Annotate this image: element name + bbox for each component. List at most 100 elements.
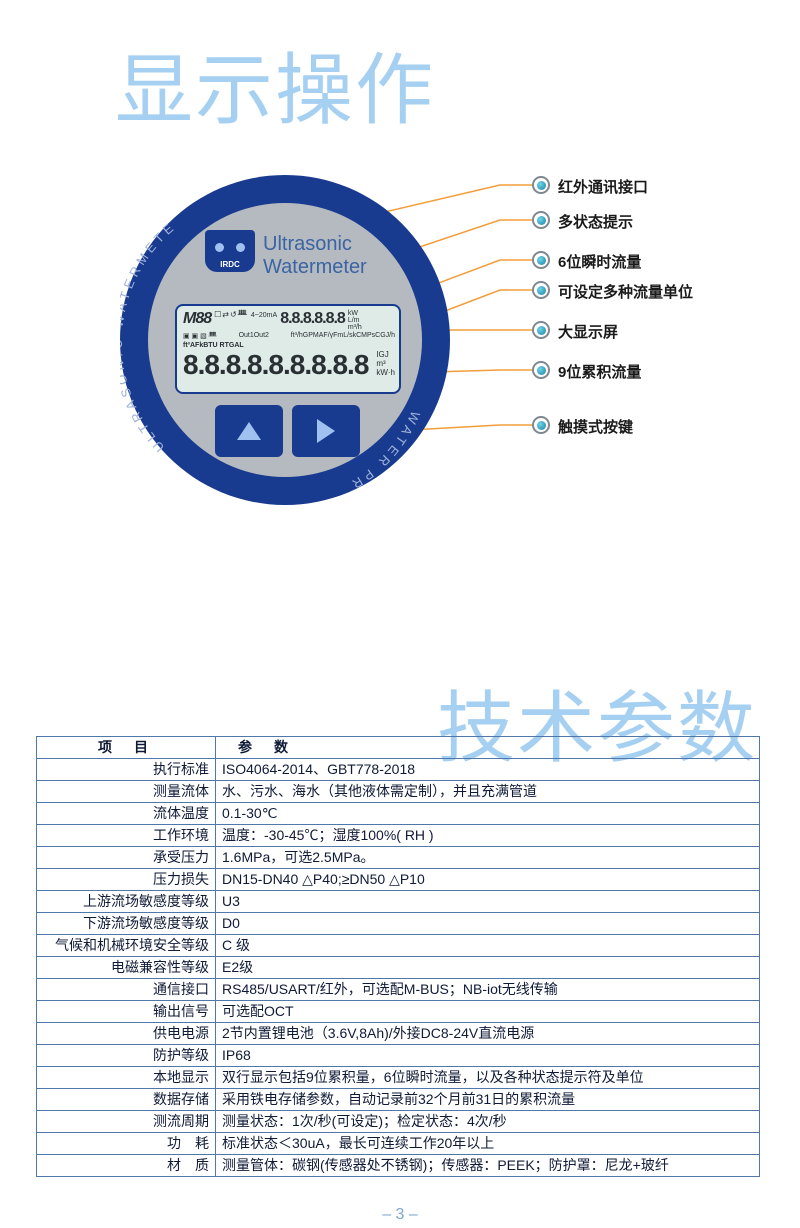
spec-value: 采用铁电存储参数，自动记录前32个月前31日的累积流量 [216,1089,760,1111]
spec-name: 流体温度 [37,803,216,825]
spec-value: RS485/USART/红外，可选配M-BUS；NB-iot无线传输 [216,979,760,1001]
callout-dot-screen [532,321,550,339]
spec-name: 功 耗 [37,1133,216,1155]
ir-port: IRDC [205,230,255,272]
table-row: 流体温度0.1-30℃ [37,803,760,825]
lcd-unit-row2: ft³AFkBTU RTGAL [183,342,395,349]
table-row: 防护等级IP68 [37,1045,760,1067]
table-row: 承受压力1.6MPa，可选2.5MPa。 [37,847,760,869]
callout-label-units: 可设定多种流量单位 [558,281,693,302]
lcd-4-20ma: 4~20mA [251,312,277,319]
triangle-right-icon [317,419,335,443]
lcd-unit-set: ft³/hGPMAF/γFmL/skCMPsCGJ/h [291,332,395,340]
spec-table: 项目 参数 执行标准ISO4064-2014、GBT778-2018测量流体水、… [36,736,760,1177]
spec-value: ISO4064-2014、GBT778-2018 [216,759,760,781]
table-row: 气候和机械环境安全等级C 级 [37,935,760,957]
meter-diagram: ULTRASONIC WATERMETER WATER PROOF IRDC U… [120,175,780,575]
up-button[interactable] [215,405,283,457]
ir-led-right [236,243,245,252]
spec-body: 执行标准ISO4064-2014、GBT778-2018测量流体水、污水、海水（… [37,759,760,1177]
callout-label-button: 触摸式按键 [558,416,633,437]
callout-label-9digit: 9位累积流量 [558,361,641,382]
spec-value: 测量管体：碳钢(传感器处不锈钢)；传感器：PEEK；防护罩：尼龙+玻纤 [216,1155,760,1177]
table-row: 工作环境温度：-30-45℃；湿度100%( RH ) [37,825,760,847]
lcd-out-labels: Out1Out2 [239,332,269,340]
spec-name: 通信接口 [37,979,216,1001]
spec-value: 2节内置锂电池（3.6V,8Ah)/外接DC8-24V直流电源 [216,1023,760,1045]
spec-value: 温度：-30-45℃；湿度100%( RH ) [216,825,760,847]
callout-dot-status [532,211,550,229]
lcd-6-digit: 8.8.8.8.8.8 [280,310,345,328]
spec-value: 标准状态＜30uA，最长可连续工作20年以上 [216,1133,760,1155]
spec-value: C 级 [216,935,760,957]
callout-dot-ir [532,176,550,194]
spec-header-row: 项目 参数 [37,737,760,759]
spec-name: 压力损失 [37,869,216,891]
table-row: 数据存储采用铁电存储参数，自动记录前32个月前31日的累积流量 [37,1089,760,1111]
spec-value: 水、污水、海水（其他液体需定制），并且充满管道 [216,781,760,803]
lcd-alarm-icons: ▣ ▣ ▧ ᚙ [183,332,217,340]
spec-name: 下游流场敏感度等级 [37,913,216,935]
spec-name: 上游流场敏感度等级 [37,891,216,913]
table-row: 测量流体水、污水、海水（其他液体需定制），并且充满管道 [37,781,760,803]
spec-header-value: 参数 [216,737,760,759]
table-row: 测流周期测量状态：1次/秒(可设定)；检定状态：4次/秒 [37,1111,760,1133]
spec-name: 本地显示 [37,1067,216,1089]
next-button[interactable] [292,405,360,457]
table-row: 输出信号可选配OCT [37,1001,760,1023]
spec-value: 0.1-30℃ [216,803,760,825]
spec-name: 材 质 [37,1155,216,1177]
spec-name: 电磁兼容性等级 [37,957,216,979]
spec-name: 气候和机械环境安全等级 [37,935,216,957]
lcd-m88: M88 [183,310,211,328]
spec-name: 供电电源 [37,1023,216,1045]
spec-name: 执行标准 [37,759,216,781]
spec-value: 可选配OCT [216,1001,760,1023]
meter-title: Ultrasonic Watermeter [263,233,403,279]
table-row: 压力损失DN15-DN40 △P40;≥DN50 △P10 [37,869,760,891]
ir-label: IRDC [205,260,255,269]
lcd-status-icons: ☐⇄↺ᚙ [214,310,248,319]
table-row: 供电电源2节内置锂电池（3.6V,8Ah)/外接DC8-24V直流电源 [37,1023,760,1045]
spec-value: E2级 [216,957,760,979]
table-row: 本地显示双行显示包括9位累积量，6位瞬时流量，以及各种状态提示符及单位 [37,1067,760,1089]
spec-name: 输出信号 [37,1001,216,1023]
ir-led-left [215,243,224,252]
callout-dot-9digit [532,361,550,379]
callout-label-status: 多状态提示 [558,211,633,232]
spec-name: 防护等级 [37,1045,216,1067]
spec-value: U3 [216,891,760,913]
callout-dot-units [532,281,550,299]
meter-title-line1: Ultrasonic [263,233,403,256]
table-row: 电磁兼容性等级E2级 [37,957,760,979]
spec-value: IP68 [216,1045,760,1067]
callout-dot-6digit [532,251,550,269]
spec-value: 测量状态：1次/秒(可设定)；检定状态：4次/秒 [216,1111,760,1133]
meter-title-line2: Watermeter [263,256,403,279]
lcd-screen: M88 ☐⇄↺ᚙ 4~20mA 8.8.8.8.8.8 kW L/m m³/h … [175,304,401,394]
spec-value: 双行显示包括9位累积量，6位瞬时流量，以及各种状态提示符及单位 [216,1067,760,1089]
lcd-big-units: IGJ m³ kW·h [376,350,395,377]
triangle-up-icon [237,422,261,440]
table-row: 执行标准ISO4064-2014、GBT778-2018 [37,759,760,781]
callout-dot-button [532,416,550,434]
spec-value: DN15-DN40 △P40;≥DN50 △P10 [216,869,760,891]
spec-name: 承受压力 [37,847,216,869]
spec-header-name: 项目 [37,737,216,759]
callout-label-screen: 大显示屏 [558,321,618,342]
spec-value: D0 [216,913,760,935]
heading-display-operation: 显示操作 [115,28,435,140]
spec-value: 1.6MPa，可选2.5MPa。 [216,847,760,869]
spec-name: 测流周期 [37,1111,216,1133]
callout-label-ir: 红外通讯接口 [558,176,648,197]
spec-name: 工作环境 [37,825,216,847]
spec-name: 测量流体 [37,781,216,803]
callout-label-6digit: 6位瞬时流量 [558,251,641,272]
table-row: 材 质测量管体：碳钢(传感器处不锈钢)；传感器：PEEK；防护罩：尼龙+玻纤 [37,1155,760,1177]
lcd-small-units: kW L/m m³/h [348,310,362,331]
table-row: 功 耗标准状态＜30uA，最长可连续工作20年以上 [37,1133,760,1155]
table-row: 下游流场敏感度等级D0 [37,913,760,935]
spec-name: 数据存储 [37,1089,216,1111]
table-row: 上游流场敏感度等级U3 [37,891,760,913]
table-row: 通信接口RS485/USART/红外，可选配M-BUS；NB-iot无线传输 [37,979,760,1001]
